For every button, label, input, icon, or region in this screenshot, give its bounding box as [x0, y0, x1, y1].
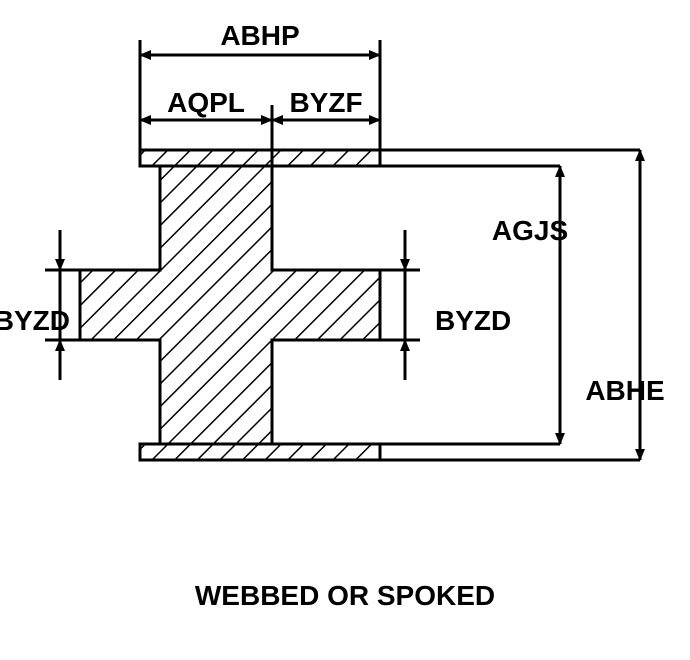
- section-shape: [80, 150, 380, 460]
- label-aqpl: AQPL: [167, 87, 245, 118]
- label-agjs: AGJS: [492, 215, 568, 246]
- label-byzd-left: BYZD: [0, 305, 70, 336]
- label-byzd-center: BYZD: [435, 305, 511, 336]
- label-abhp: ABHP: [220, 20, 299, 51]
- diagram-svg: ABHP AQPL BYZF AGJS ABHE BYZD BYZD: [0, 0, 690, 660]
- diagram-caption: WEBBED OR SPOKED: [0, 580, 690, 612]
- label-byzf: BYZF: [289, 87, 362, 118]
- label-abhe: ABHE: [585, 375, 664, 406]
- dimension-labels: ABHP AQPL BYZF AGJS ABHE BYZD BYZD: [0, 20, 665, 406]
- diagram-container: ABHP AQPL BYZF AGJS ABHE BYZD BYZD WEBBE…: [0, 0, 690, 660]
